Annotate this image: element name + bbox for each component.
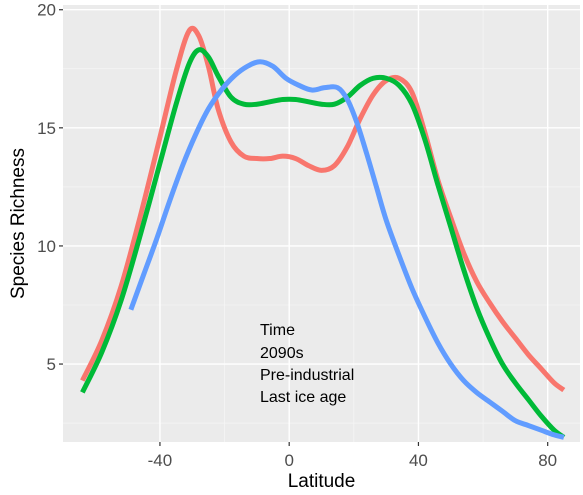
- legend-title: Time: [260, 322, 295, 339]
- x-axis-ticks: -40 0 40 80: [148, 442, 557, 470]
- panel-background: [63, 5, 580, 442]
- legend-entry-2090s: 2090s: [260, 345, 304, 362]
- x-tick-label: 40: [409, 451, 428, 470]
- y-tick-label: 10: [37, 237, 56, 256]
- x-tick-label: 0: [284, 451, 293, 470]
- y-axis-title: Species Richness: [8, 148, 29, 299]
- legend-entry-last-ice-age: Last ice age: [260, 389, 346, 406]
- series-line-pre-industrial: [80, 47, 566, 440]
- x-tick-label: -40: [148, 451, 173, 470]
- legend-entry-pre-industrial: Pre-industrial: [260, 367, 354, 384]
- y-axis-ticks: 5 10 15 20: [37, 1, 63, 374]
- y-tick-label: 20: [37, 1, 56, 20]
- series-layer: [80, 25, 566, 440]
- minor-gridlines: [63, 5, 580, 442]
- series-line-2090s: [80, 25, 566, 393]
- series-line-last-ice-age: [128, 59, 565, 440]
- y-tick-label: 5: [47, 355, 56, 374]
- legend: Time 2090s Pre-industrial Last ice age: [260, 322, 354, 406]
- x-axis-title: Latitude: [288, 471, 356, 492]
- x-tick-label: 80: [538, 451, 557, 470]
- y-tick-label: 15: [37, 119, 56, 138]
